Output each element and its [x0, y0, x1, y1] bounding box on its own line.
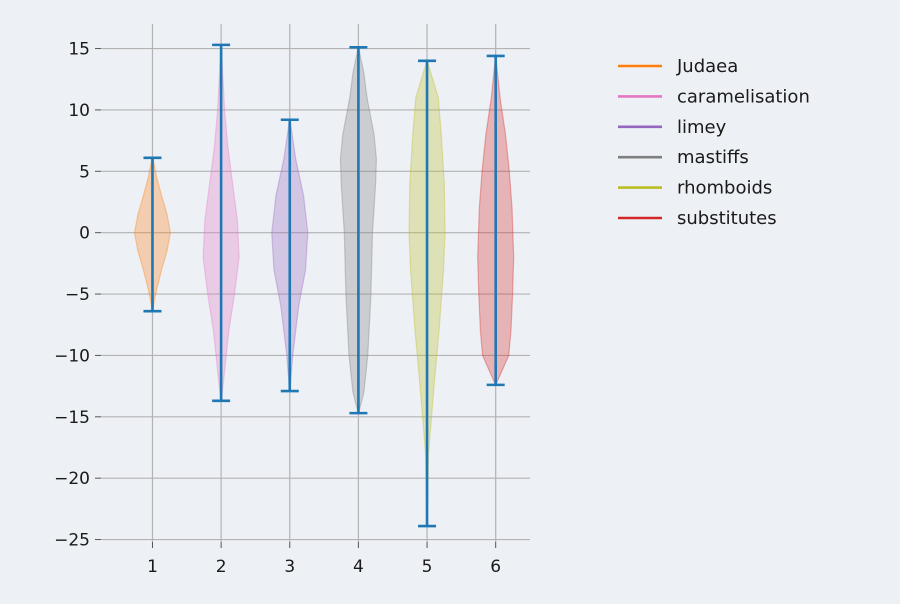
legend: Judaea caramelisation limey mastiffs rhomboi… [618, 56, 810, 229]
grid [101, 24, 530, 542]
legend-label: substitutes [677, 208, 777, 229]
x-tick-label: 1 [147, 557, 158, 577]
x-tick-label: 5 [422, 557, 433, 577]
y-tick-label: 0 [79, 224, 90, 244]
y-tick-label: −15 [54, 408, 90, 428]
axes: 15 10 5 0 −5 −10 −15 −20 −25 1 2 3 4 5 6 [54, 40, 501, 577]
x-tick-label: 6 [490, 557, 501, 577]
x-tick-label: 4 [353, 557, 364, 577]
y-tick-label: 15 [68, 40, 90, 60]
x-tick-label: 3 [284, 557, 295, 577]
y-tick-label: 5 [79, 162, 90, 182]
legend-label: limey [677, 117, 727, 138]
y-tick-label: −25 [54, 531, 90, 551]
legend-label: Judaea [676, 56, 738, 77]
violins [133, 43, 515, 528]
y-tick-label: 10 [68, 101, 90, 121]
legend-label: mastiffs [677, 147, 749, 168]
x-tick-label: 2 [216, 557, 227, 577]
legend-label: caramelisation [677, 86, 810, 107]
y-tick-label: −20 [54, 469, 90, 489]
y-tick-label: −10 [54, 346, 90, 366]
y-tick-label: −5 [65, 285, 90, 305]
legend-label: rhomboids [677, 178, 772, 199]
